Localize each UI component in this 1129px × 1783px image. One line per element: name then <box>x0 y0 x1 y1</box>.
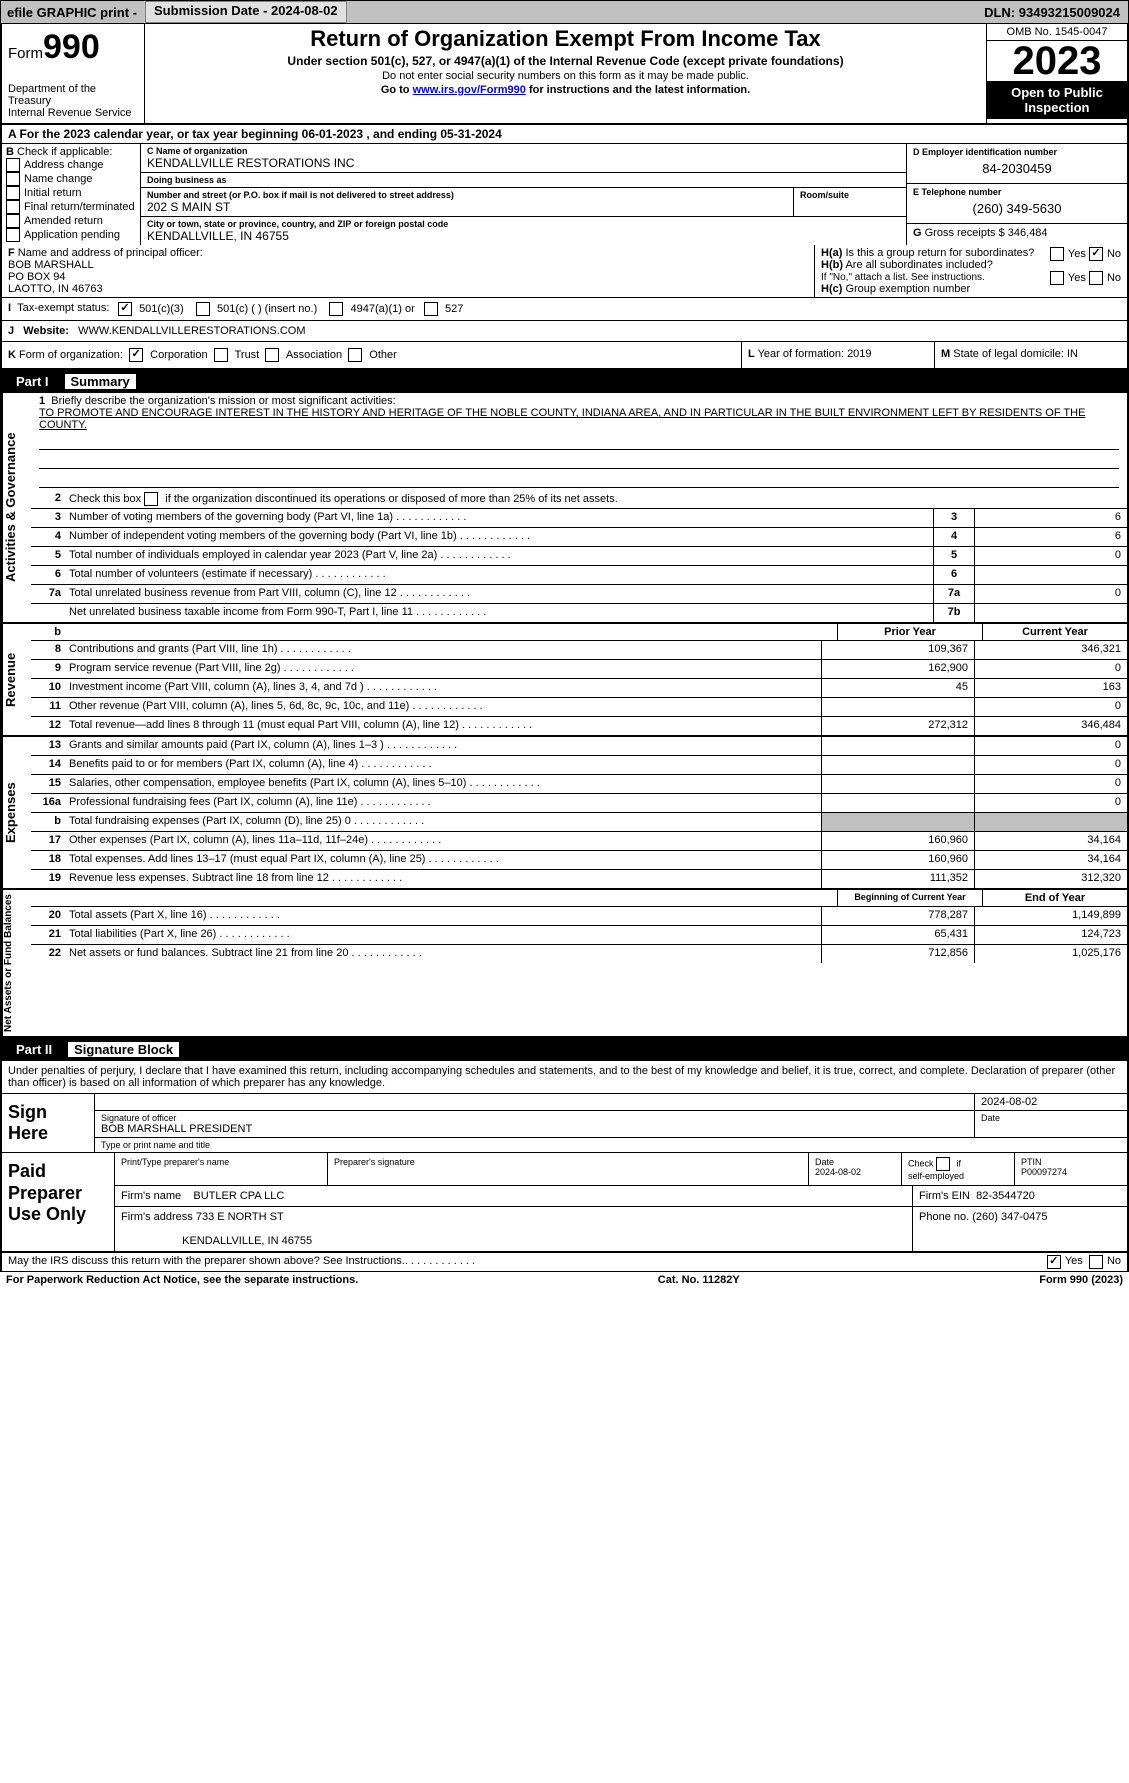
chk-501c3[interactable]: ✓ <box>118 302 132 316</box>
room-suite <box>800 200 900 214</box>
vtab-revenue: Revenue <box>2 624 31 735</box>
paid-preparer-block: Paid Preparer Use Only Print/Type prepar… <box>0 1153 1129 1253</box>
chk-line2[interactable] <box>144 492 158 506</box>
chk-address-change[interactable] <box>6 158 20 172</box>
chk-501c[interactable] <box>196 302 210 316</box>
form-subtitle: Under section 501(c), 527, or 4947(a)(1)… <box>153 54 978 68</box>
chk-pending[interactable] <box>6 228 20 242</box>
chk-assoc[interactable] <box>265 348 279 362</box>
form-title: Return of Organization Exempt From Incom… <box>153 26 978 52</box>
col-b-checkboxes: B Check if applicable: Address change Na… <box>2 144 141 245</box>
row-a-tax-year: A For the 2023 calendar year, or tax yea… <box>0 125 1129 144</box>
col-current-year: Current Year <box>982 624 1127 640</box>
dept-label: Department of the Treasury Internal Reve… <box>8 83 138 119</box>
tax-year: 2023 <box>987 41 1127 81</box>
chk-trust[interactable] <box>214 348 228 362</box>
chk-ha-yes[interactable] <box>1050 247 1064 261</box>
part-i-header: Part ISummary <box>0 370 1129 393</box>
line-1-mission: 1 Briefly describe the organization's mi… <box>31 393 1127 490</box>
city-state-zip: KENDALLVILLE, IN 46755 <box>147 229 900 243</box>
gross-receipts: 346,484 <box>1008 227 1048 239</box>
legal-domicile: M State of legal domicile: IN <box>934 342 1127 368</box>
topbar: efile GRAPHIC print - Submission Date - … <box>0 0 1129 24</box>
section-b-to-g: B Check if applicable: Address change Na… <box>0 144 1129 245</box>
chk-4947[interactable] <box>329 302 343 316</box>
chk-hb-yes[interactable] <box>1050 271 1064 285</box>
form-number: Form990 <box>8 28 138 67</box>
page-footer: For Paperwork Reduction Act Notice, see … <box>0 1272 1129 1288</box>
col-end-year: End of Year <box>982 890 1127 906</box>
h-section: H(a) Is this a group return for subordin… <box>814 245 1127 297</box>
chk-corp[interactable]: ✓ <box>129 348 143 362</box>
chk-initial-return[interactable] <box>6 186 20 200</box>
dln: DLN: 93493215009024 <box>984 5 1128 20</box>
col-begin-year: Beginning of Current Year <box>837 890 982 906</box>
street: 202 S MAIN ST <box>147 200 787 214</box>
website: WWW.KENDALLVILLERESTORATIONS.COM <box>78 325 305 337</box>
chk-discuss-no[interactable] <box>1089 1255 1103 1269</box>
sign-here-block: Sign Here 2024-08-02 Signature of office… <box>0 1094 1129 1153</box>
chk-self-employed[interactable] <box>936 1157 950 1171</box>
chk-discuss-yes[interactable]: ✓ <box>1047 1255 1061 1269</box>
col-prior-year: Prior Year <box>837 624 982 640</box>
form-of-org: K Form of organization: ✓ Corporation Tr… <box>2 342 741 368</box>
open-inspection: Open to Public Inspection <box>987 81 1127 119</box>
subdate-button[interactable]: Submission Date - 2024-08-02 <box>145 1 347 23</box>
year-formation: L Year of formation: 2019 <box>741 342 934 368</box>
chk-amended[interactable] <box>6 214 20 228</box>
vtab-activities: Activities & Governance <box>2 393 31 622</box>
org-name: KENDALLVILLE RESTORATIONS INC <box>147 156 900 170</box>
phone: (260) 349-5630 <box>913 197 1121 220</box>
principal-officer: F Name and address of principal officer:… <box>2 245 814 297</box>
part-ii-header: Part IISignature Block <box>0 1038 1129 1061</box>
chk-other[interactable] <box>348 348 362 362</box>
form-header: Form990 Department of the Treasury Inter… <box>0 24 1129 125</box>
chk-final-return[interactable] <box>6 200 20 214</box>
goto-line: Go to www.irs.gov/Form990 for instructio… <box>153 84 978 96</box>
chk-527[interactable] <box>424 302 438 316</box>
ein: 84-2030459 <box>913 157 1121 180</box>
efile-label: efile GRAPHIC print - <box>1 5 143 20</box>
chk-ha-no[interactable]: ✓ <box>1089 247 1103 261</box>
irs-link[interactable]: www.irs.gov/Form990 <box>413 84 526 96</box>
perjury-declaration: Under penalties of perjury, I declare th… <box>0 1061 1129 1094</box>
chk-name-change[interactable] <box>6 172 20 186</box>
vtab-expenses: Expenses <box>2 737 31 888</box>
irs-discuss: May the IRS discuss this return with the… <box>0 1253 1129 1272</box>
chk-hb-no[interactable] <box>1089 271 1103 285</box>
ssn-notice: Do not enter social security numbers on … <box>153 70 978 82</box>
vtab-net-assets: Net Assets or Fund Balances <box>2 890 31 1036</box>
